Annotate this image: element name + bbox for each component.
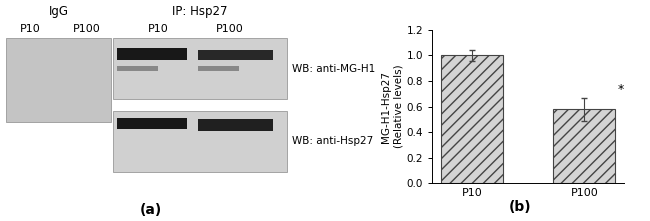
Bar xyxy=(117,66,159,71)
Bar xyxy=(117,48,187,60)
Bar xyxy=(198,119,274,131)
Y-axis label: MG-H1-Hsp27
(Relative levels): MG-H1-Hsp27 (Relative levels) xyxy=(381,65,404,149)
Bar xyxy=(553,109,616,183)
Text: (b): (b) xyxy=(509,200,531,214)
Text: P10: P10 xyxy=(148,24,169,34)
Bar xyxy=(113,110,287,172)
Bar xyxy=(441,55,503,183)
Text: P10: P10 xyxy=(20,24,40,34)
Text: IP: Hsp27: IP: Hsp27 xyxy=(172,5,227,17)
Text: WB: anti-MG-H1: WB: anti-MG-H1 xyxy=(292,63,376,74)
Bar xyxy=(113,38,287,99)
Text: P100: P100 xyxy=(73,24,101,34)
Text: *: * xyxy=(618,83,623,96)
Text: IgG: IgG xyxy=(49,5,68,17)
Text: (a): (a) xyxy=(140,203,162,217)
Bar xyxy=(198,50,274,60)
Bar xyxy=(117,118,187,129)
Text: WB: anti-Hsp27: WB: anti-Hsp27 xyxy=(292,136,373,147)
Text: P100: P100 xyxy=(216,24,244,34)
Bar xyxy=(198,66,239,71)
Bar xyxy=(6,38,111,122)
